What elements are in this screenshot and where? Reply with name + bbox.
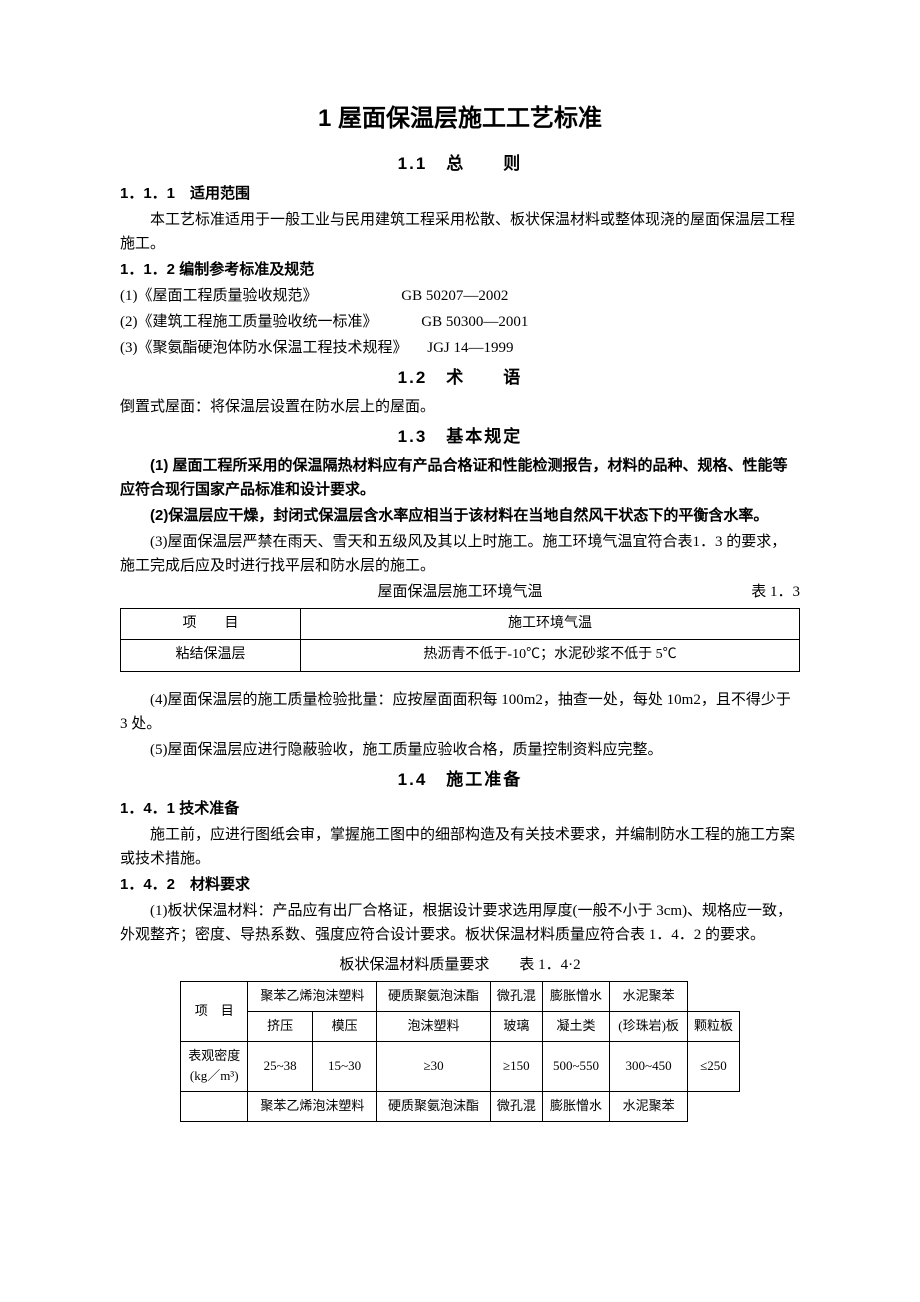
heading-1-4-2: 1．4．2 材料要求 — [120, 873, 800, 897]
t2-h1: 聚苯乙烯泡沫塑料 — [248, 981, 377, 1011]
para-1-2: 倒置式屋面：将保温层设置在防水层上的屋面。 — [120, 395, 800, 419]
ref-1: (1)《屋面工程质量验收规范》 GB 50207—2002 — [120, 284, 800, 308]
table-1-3-number: 表 1．3 — [751, 580, 800, 604]
t2-h3: 微孔混 — [490, 981, 542, 1011]
t2-r1c4: ≥150 — [490, 1041, 542, 1092]
t2-h5b: 水泥聚苯 — [610, 1092, 688, 1122]
t2-sh3: 泡沫塑料 — [377, 1011, 491, 1041]
heading-1-1-2: 1．1．2 编制参考标准及规范 — [120, 258, 800, 282]
ref-2-code: GB 50300—2001 — [421, 310, 528, 334]
t2-sh6: (珍珠岩)板 — [610, 1011, 688, 1041]
table-1-3-h1: 项 目 — [121, 608, 301, 639]
ref-3: (3)《聚氨酯硬泡体防水保温工程技术规程》 JGJ 14—1999 — [120, 336, 800, 360]
t2-r2label — [181, 1092, 248, 1122]
table-1-3-r1c1: 粘结保温层 — [121, 640, 301, 671]
table-1-3: 项 目 施工环境气温 粘结保温层 热沥青不低于-10℃；水泥砂浆不低于 5℃ — [120, 608, 800, 672]
para-1-3-5: (5)屋面保温层应进行隐蔽验收，施工质量应验收合格，质量控制资料应完整。 — [120, 738, 800, 762]
t2-sh1: 挤压 — [248, 1011, 312, 1041]
para-1-3-2: (2)保温层应干燥，封闭式保温层含水率应相当于该材料在当地自然风干状态下的平衡含… — [120, 504, 800, 528]
t2-h2: 硬质聚氨泡沫酯 — [377, 981, 491, 1011]
para-1-3-1: (1) 屋面工程所采用的保温隔热材料应有产品合格证和性能检测报告，材料的品种、规… — [120, 454, 800, 502]
t2-rowlabel: 项 目 — [181, 981, 248, 1041]
t2-h3b: 微孔混 — [490, 1092, 542, 1122]
t2-r1c7: ≤250 — [687, 1041, 739, 1092]
ref-2-label: (2)《建筑工程施工质量验收统一标准》 — [120, 314, 378, 330]
para-1-3-3: (3)屋面保温层严禁在雨天、雪天和五级风及其以上时施工。施工环境气温宜符合表1．… — [120, 530, 800, 578]
heading-1-4-1: 1．4．1 技术准备 — [120, 797, 800, 821]
t2-r1c1: 25~38 — [248, 1041, 312, 1092]
heading-1-1: 1.1 总 则 — [120, 150, 800, 177]
heading-1-4: 1.4 施工准备 — [120, 766, 800, 793]
t2-sh2: 模压 — [312, 1011, 376, 1041]
para-1-1-1: 本工艺标准适用于一般工业与民用建筑工程采用松散、板状保温材料或整体现浇的屋面保温… — [120, 208, 800, 256]
t2-h2b: 硬质聚氨泡沫酯 — [377, 1092, 491, 1122]
table-1-3-r1c2: 热沥青不低于-10℃；水泥砂浆不低于 5℃ — [301, 640, 800, 671]
t2-sh4: 玻璃 — [490, 1011, 542, 1041]
t2-r1c2: 15~30 — [312, 1041, 376, 1092]
para-1-4-2: (1)板状保温材料：产品应有出厂合格证，根据设计要求选用厚度(一般不小于 3cm… — [120, 899, 800, 947]
t2-sh5: 凝土类 — [542, 1011, 609, 1041]
t2-sh7: 颗粒板 — [687, 1011, 739, 1041]
heading-1-2: 1.2 术 语 — [120, 364, 800, 391]
t2-r1label: 表观密度 (kg／m³) — [181, 1041, 248, 1092]
ref-3-label: (3)《聚氨酯硬泡体防水保温工程技术规程》 — [120, 340, 408, 356]
ref-3-code: JGJ 14—1999 — [427, 336, 513, 360]
ref-2: (2)《建筑工程施工质量验收统一标准》 GB 50300—2001 — [120, 310, 800, 334]
table-1-3-h2: 施工环境气温 — [301, 608, 800, 639]
t2-h4: 膨胀憎水 — [542, 981, 609, 1011]
table-1-3-caption: 屋面保温层施工环境气温 — [377, 584, 542, 600]
t2-r1c6: 300~450 — [610, 1041, 688, 1092]
heading-1-3: 1.3 基本规定 — [120, 423, 800, 450]
t2-h4b: 膨胀憎水 — [542, 1092, 609, 1122]
t2-r1c5: 500~550 — [542, 1041, 609, 1092]
t2-r1c3: ≥30 — [377, 1041, 491, 1092]
para-1-4-1: 施工前，应进行图纸会审，掌握施工图中的细部构造及有关技术要求，并编制防水工程的施… — [120, 823, 800, 871]
main-title: 1 屋面保温层施工工艺标准 — [120, 100, 800, 138]
table-1-4-2-caption: 板状保温材料质量要求 表 1．4·2 — [120, 953, 800, 977]
heading-1-1-1: 1．1．1 适用范围 — [120, 182, 800, 206]
table-1-3-caption-row: 屋面保温层施工环境气温 表 1．3 — [120, 580, 800, 604]
t2-h5: 水泥聚苯 — [610, 981, 688, 1011]
ref-1-label: (1)《屋面工程质量验收规范》 — [120, 288, 318, 304]
ref-1-code: GB 50207—2002 — [401, 284, 508, 308]
t2-h1b: 聚苯乙烯泡沫塑料 — [248, 1092, 377, 1122]
para-1-3-4: (4)屋面保温层的施工质量检验批量：应按屋面面积每 100m2，抽查一处，每处 … — [120, 688, 800, 736]
table-1-4-2: 项 目 聚苯乙烯泡沫塑料 硬质聚氨泡沫酯 微孔混 膨胀憎水 水泥聚苯 挤压 模压… — [180, 981, 740, 1122]
